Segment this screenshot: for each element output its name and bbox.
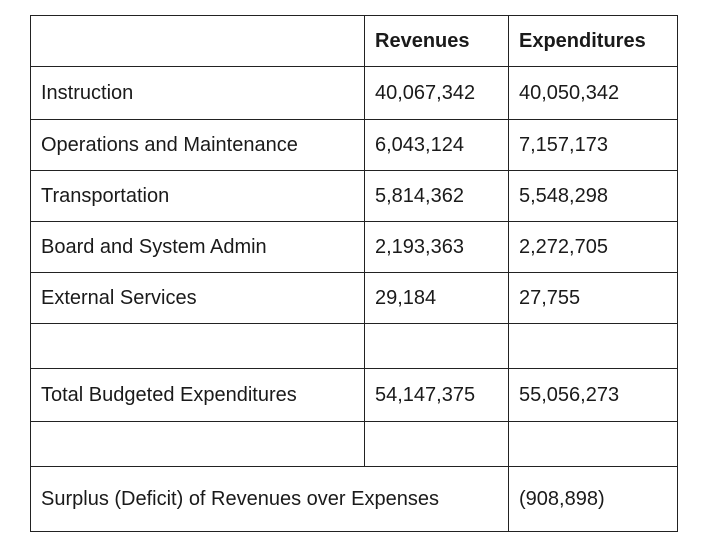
empty-cell (364, 323, 509, 369)
empty-row (30, 421, 678, 467)
table-row: Operations and Maintenance 6,043,124 7,1… (30, 119, 678, 171)
row-expenditures: 5,548,298 (508, 170, 678, 222)
total-row: Total Budgeted Expenditures 54,147,375 5… (30, 368, 678, 422)
row-label: Board and System Admin (30, 221, 365, 273)
empty-cell (508, 421, 678, 467)
total-label: Total Budgeted Expenditures (30, 368, 365, 422)
surplus-row: Surplus (Deficit) of Revenues over Expen… (30, 466, 678, 532)
surplus-label: Surplus (Deficit) of Revenues over Expen… (30, 466, 509, 532)
header-cell-expenditures: Expenditures (508, 15, 678, 67)
surplus-value: (908,898) (508, 466, 678, 532)
row-expenditures: 7,157,173 (508, 119, 678, 171)
empty-cell (364, 421, 509, 467)
empty-row (30, 323, 678, 369)
row-expenditures: 27,755 (508, 272, 678, 324)
row-label: External Services (30, 272, 365, 324)
row-revenues: 5,814,362 (364, 170, 509, 222)
total-expenditures: 55,056,273 (508, 368, 678, 422)
row-label: Operations and Maintenance (30, 119, 365, 171)
row-revenues: 29,184 (364, 272, 509, 324)
row-revenues: 40,067,342 (364, 66, 509, 120)
header-cell-revenues: Revenues (364, 15, 509, 67)
row-expenditures: 2,272,705 (508, 221, 678, 273)
empty-cell (508, 323, 678, 369)
table-row: Transportation 5,814,362 5,548,298 (30, 170, 678, 222)
budget-table: Revenues Expenditures Instruction 40,067… (30, 15, 678, 532)
table-row: Board and System Admin 2,193,363 2,272,7… (30, 221, 678, 273)
row-label: Transportation (30, 170, 365, 222)
row-label: Instruction (30, 66, 365, 120)
empty-cell (30, 421, 365, 467)
table-row: Instruction 40,067,342 40,050,342 (30, 66, 678, 120)
row-revenues: 2,193,363 (364, 221, 509, 273)
header-cell-blank (30, 15, 365, 67)
table-header-row: Revenues Expenditures (30, 15, 678, 67)
row-expenditures: 40,050,342 (508, 66, 678, 120)
total-revenues: 54,147,375 (364, 368, 509, 422)
table-row: External Services 29,184 27,755 (30, 272, 678, 324)
empty-cell (30, 323, 365, 369)
row-revenues: 6,043,124 (364, 119, 509, 171)
